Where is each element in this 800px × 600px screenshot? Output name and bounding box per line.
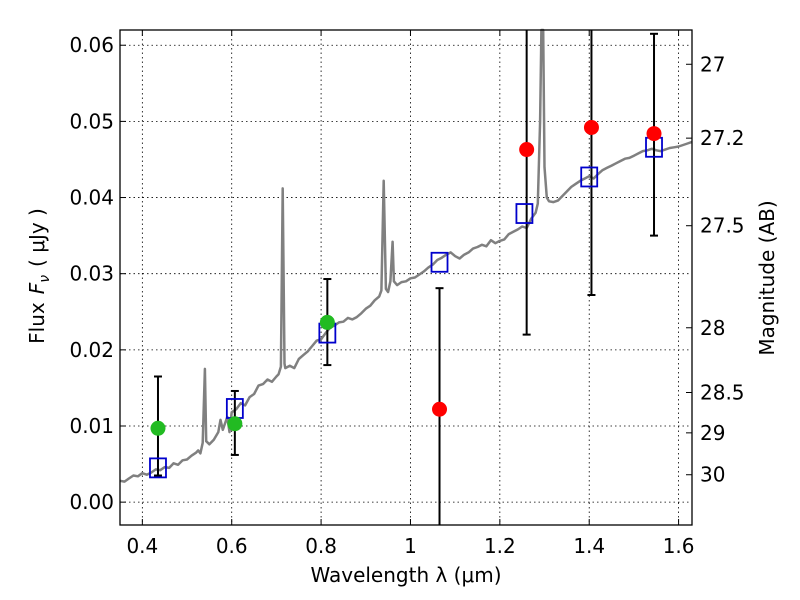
upper-limit-marker	[519, 142, 535, 158]
model-photometry-marker	[515, 203, 534, 224]
y-label-unit: ( μJy )	[25, 208, 49, 267]
x-tick-label: 1.4	[573, 534, 605, 558]
upper-limit-marker	[583, 119, 599, 135]
error-bar-layer	[153, 30, 659, 525]
ticks	[120, 30, 692, 525]
spectrum-line	[119, 28, 693, 483]
mag-tick-label: 30	[700, 463, 725, 487]
y-axis-label: Flux Fν ( μJy )	[25, 208, 53, 344]
mag-tick-label: 29	[700, 421, 725, 445]
y-tick-label: 0.03	[69, 262, 114, 286]
upper-limit-marker	[646, 126, 662, 142]
mag-tick-label: 27	[700, 52, 725, 76]
mag-tick-label: 28.5	[700, 380, 745, 404]
y-label-fnu-sub: ν	[37, 275, 53, 283]
detection-marker	[150, 420, 166, 436]
y-tick-label: 0.00	[69, 490, 114, 514]
x-tick-label: 1.2	[484, 534, 516, 558]
y-tick-labels: 0.00 0.01 0.02 0.03 0.04 0.05 0.06	[69, 33, 114, 514]
y-tick-label: 0.05	[69, 109, 114, 133]
y-tick-label: 0.01	[69, 414, 114, 438]
y2-axis-label: Magnitude (AB)	[755, 200, 779, 355]
model-photometry-marker	[580, 166, 599, 188]
x-tick-label: 0.8	[305, 534, 337, 558]
x-tick-label: 1.6	[663, 534, 695, 558]
x-axis-label: Wavelength λ (μm)	[310, 563, 501, 587]
plot-frame	[119, 29, 693, 526]
marker-layer	[149, 119, 663, 479]
detection-marker	[319, 314, 335, 330]
y-tick-label: 0.02	[69, 338, 114, 362]
upper-limit-marker	[432, 401, 448, 417]
detection-marker	[227, 416, 243, 432]
mag-tick-label: 27.2	[700, 126, 745, 150]
x-tick-label: 0.4	[126, 534, 158, 558]
y-label-flux: Flux	[25, 302, 49, 344]
x-tick-label: 1	[404, 534, 417, 558]
mag-tick-label: 28	[700, 316, 725, 340]
model-photometry-marker	[149, 457, 167, 479]
x-tick-labels: 0.4 0.6 0.8 1 1.2 1.4 1.6	[126, 534, 694, 558]
model-photometry-marker	[430, 251, 449, 273]
y-tick-label: 0.04	[69, 186, 114, 210]
magnitude-tick-labels: 27 27.2 27.5 28 28.5 29 30	[700, 52, 745, 486]
x-tick-label: 0.6	[216, 534, 248, 558]
grid	[120, 30, 692, 525]
y-tick-label: 0.06	[69, 33, 114, 57]
mag-tick-label: 27.5	[700, 214, 745, 238]
spectrum-layer	[119, 28, 693, 483]
y-label-fnu: F	[25, 282, 49, 294]
